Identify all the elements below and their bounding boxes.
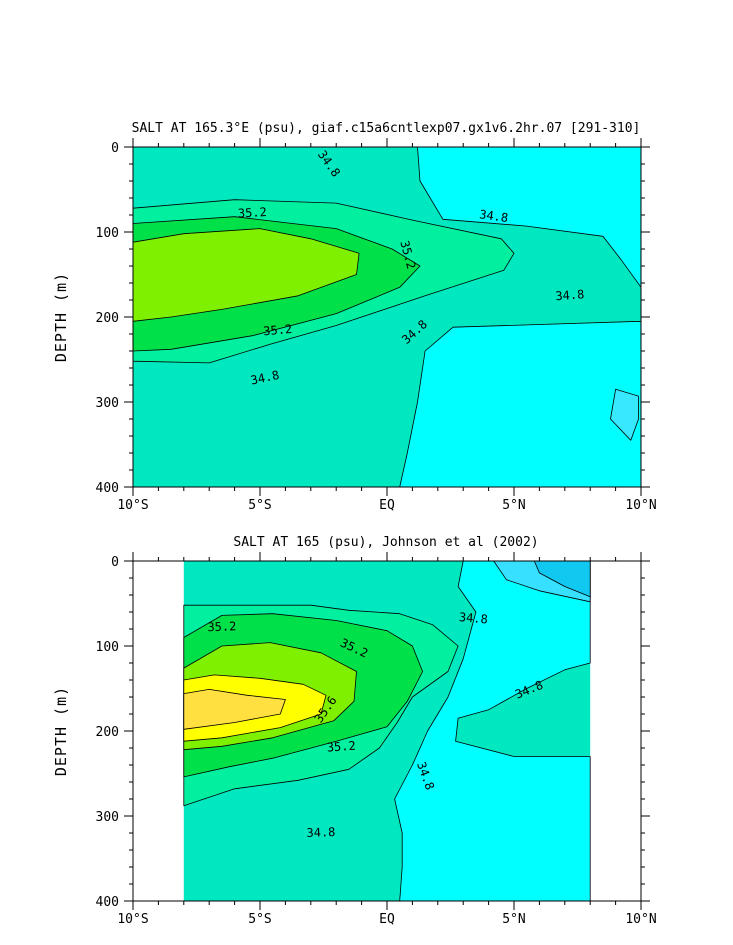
y-tick-label: 100 bbox=[96, 640, 119, 655]
contour-label: 34.8 bbox=[478, 207, 509, 225]
y-tick-label: 300 bbox=[96, 396, 119, 411]
contour-region-0 bbox=[394, 561, 591, 901]
x-tick-label: 10°N bbox=[625, 498, 656, 513]
observed-panel-title: SALT AT 165 (psu), Johnson et al (2002) bbox=[233, 535, 538, 550]
observed-salinity-panel: SALT AT 165 (psu), Johnson et al (2002) … bbox=[52, 535, 657, 927]
x-tick-label: EQ bbox=[379, 912, 395, 927]
y-tick-label: 400 bbox=[96, 481, 119, 496]
model-salinity-panel: SALT AT 165.3°E (psu), giaf.c15a6cntlexp… bbox=[52, 121, 657, 513]
contour-label: 35.2 bbox=[238, 205, 268, 220]
y-tick-label: 100 bbox=[96, 226, 119, 241]
x-tick-label: 5°S bbox=[248, 498, 271, 513]
y-tick-label: 200 bbox=[96, 725, 119, 740]
contour-region-4 bbox=[133, 228, 360, 322]
model-y-axis-label: DEPTH (m) bbox=[52, 272, 70, 362]
x-tick-label: 5°N bbox=[502, 912, 525, 927]
y-tick-label: 0 bbox=[111, 141, 119, 156]
y-tick-label: 0 bbox=[111, 555, 119, 570]
y-tick-label: 400 bbox=[96, 895, 119, 910]
y-tick-label: 200 bbox=[96, 311, 119, 326]
contour-label: 35.2 bbox=[326, 739, 356, 755]
x-tick-label: 5°N bbox=[502, 498, 525, 513]
x-tick-label: 5°S bbox=[248, 912, 271, 927]
contour-region-1 bbox=[610, 388, 639, 441]
contour-label: 34.8 bbox=[458, 610, 488, 626]
contour-label: 35.2 bbox=[263, 322, 293, 338]
contour-region-2 bbox=[533, 561, 591, 598]
observed-contour-plot: 35.234.835.234.835.635.234.834.8 bbox=[183, 561, 591, 901]
contour-label: 34.8 bbox=[555, 287, 585, 303]
y-tick-label: 300 bbox=[96, 810, 119, 825]
model-panel-title: SALT AT 165.3°E (psu), giaf.c15a6cntlexp… bbox=[132, 121, 641, 136]
x-tick-label: 10°S bbox=[117, 912, 148, 927]
contour-label: 34.8 bbox=[306, 825, 335, 840]
model-contour-plot: 34.835.2 34.835.234.835.2 34.834.8 bbox=[133, 147, 641, 487]
contour-label: 34.8 bbox=[249, 368, 280, 388]
x-tick-label: EQ bbox=[379, 498, 395, 513]
observed-y-axis-label: DEPTH (m) bbox=[52, 686, 70, 776]
x-tick-label: 10°N bbox=[625, 912, 656, 927]
contour-region-7 bbox=[183, 689, 286, 730]
contour-region-0 bbox=[399, 147, 641, 487]
contour-label: 35.2 bbox=[207, 619, 236, 634]
x-tick-label: 10°S bbox=[117, 498, 148, 513]
